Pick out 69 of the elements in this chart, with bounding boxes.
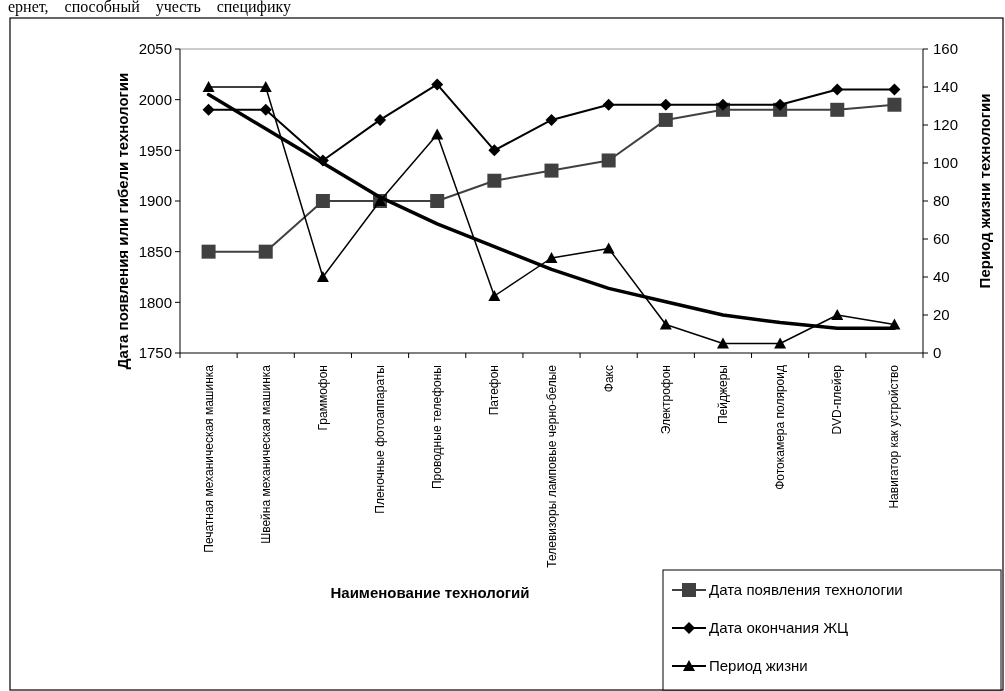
point: [488, 290, 501, 301]
point: [658, 112, 673, 127]
x-tick-label: Граммофон: [315, 365, 330, 431]
y2-tick-label: 0: [933, 344, 942, 362]
point: [431, 78, 444, 91]
text: ернет, способный учесть специфику: [8, 0, 292, 16]
x-tick-label: Пейджеры: [715, 365, 730, 425]
y-tick-label: 1800: [138, 293, 172, 311]
point: [545, 113, 558, 126]
y-tick-label: 1750: [138, 344, 172, 362]
y2-tick-label: 140: [933, 78, 959, 96]
legend-label: Дата окончания ЖЦ: [709, 619, 849, 637]
point: [374, 113, 387, 126]
y2-tick-label: 60: [933, 230, 950, 248]
x-tick-label: DVD-плейер: [830, 364, 845, 435]
y2-axis-title: Период жизни технологии: [976, 93, 993, 289]
point: [774, 337, 787, 349]
point: [487, 173, 502, 188]
point: [545, 252, 558, 263]
y2-tick-label: 160: [933, 40, 959, 58]
y2-tick-label: 40: [933, 268, 950, 286]
x-tick-label: Факс: [601, 365, 616, 393]
x-tick-label: Телевизоры ламповые черно-белые: [544, 364, 559, 568]
point: [659, 98, 672, 111]
y2-tick-label: 80: [933, 192, 950, 210]
y2-tick-label: 120: [933, 116, 959, 134]
x-tick-label: Фотокамера поляроид: [773, 365, 788, 490]
y2-tick-label: 100: [933, 154, 959, 172]
point: [259, 81, 272, 92]
point: [716, 98, 729, 111]
x-tick-label: Патефон: [487, 365, 502, 416]
point: [601, 153, 616, 168]
point: [659, 318, 672, 330]
point: [315, 194, 330, 208]
point: [316, 271, 329, 282]
point: [544, 163, 559, 178]
point: [488, 144, 501, 157]
x-tick-label: Проводные телефоны: [430, 365, 445, 489]
y-tick-label: 1900: [138, 192, 172, 210]
y-tick-label: 1950: [138, 141, 172, 159]
legend-label: Дата появления технологии: [709, 581, 903, 599]
y-tick-label: 1850: [138, 242, 172, 260]
x-tick-label: Печатная механическая машинка: [201, 364, 216, 553]
point: [716, 337, 729, 349]
x-tick-label: Электрофон: [658, 365, 673, 435]
point: [602, 242, 615, 254]
x-tick-label: Навигатор как устройство: [887, 364, 902, 509]
point: [430, 194, 445, 208]
point: [831, 83, 844, 96]
point: [830, 102, 845, 117]
point: [774, 98, 787, 111]
y-axis-title: Дата появления или гибели технологии: [114, 72, 131, 370]
point: [202, 103, 215, 116]
y-tick-label: 2000: [138, 90, 172, 108]
y-tick-label: 2050: [138, 40, 172, 58]
point: [887, 97, 902, 112]
point: [259, 103, 272, 116]
x-tick-label: Швейна механическая машинка: [258, 364, 273, 544]
point: [431, 128, 444, 140]
x-axis-title: Наименование технологий: [330, 584, 530, 601]
legend-label: Период жизни: [709, 657, 808, 675]
point: [602, 98, 615, 111]
y2-tick-label: 20: [933, 306, 950, 324]
point: [831, 309, 844, 320]
point: [888, 83, 901, 96]
point: [201, 244, 216, 259]
point: [258, 244, 273, 259]
point: [202, 81, 215, 92]
x-tick-label: Пленочные фотоаппараты: [373, 365, 388, 514]
